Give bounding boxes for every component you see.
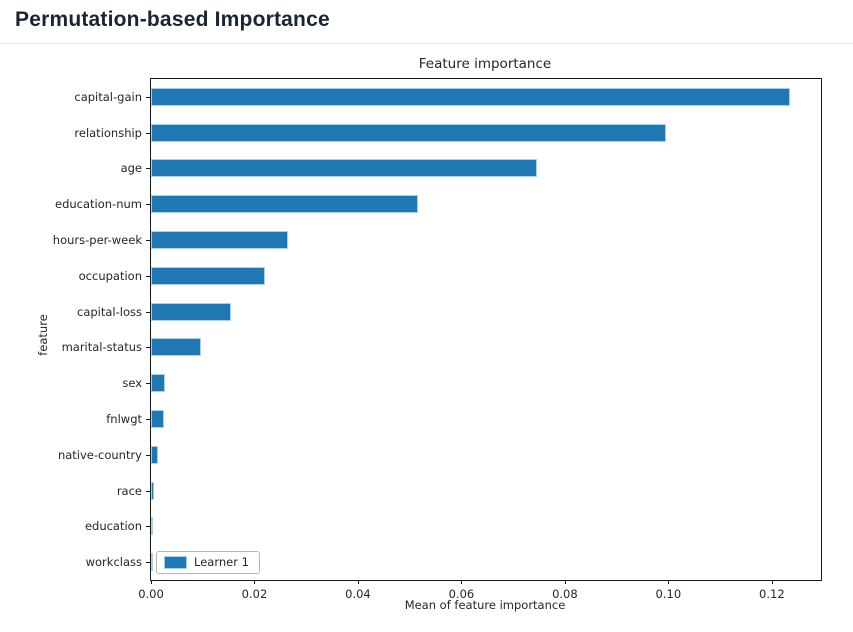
bar-occupation (151, 266, 266, 285)
y-tick-workclass (146, 562, 150, 564)
y-tick-education (146, 526, 150, 528)
bar-hours-per-week (151, 231, 288, 250)
bar-workclass (151, 553, 153, 572)
y-tick-label-age: age (120, 161, 142, 176)
bar-native-country (151, 445, 159, 464)
y-tick-label-workclass: workclass (85, 555, 142, 570)
legend-label: Learner 1 (194, 555, 249, 569)
x-tick-label-0.00: 0.00 (138, 587, 164, 601)
x-tick-label-0.02: 0.02 (241, 587, 268, 601)
bar-relationship (151, 123, 667, 142)
legend: Learner 1 (156, 551, 260, 574)
x-tick-label-0.10: 0.10 (655, 587, 682, 601)
legend-swatch (164, 556, 187, 569)
plot-area: Learner 1 capital-gain relationship age edu… (53, 78, 822, 601)
y-tick-label-capital-gain: capital-gain (74, 89, 142, 104)
x-tick-0.12 (771, 580, 773, 584)
y-tick-native-country (146, 454, 150, 456)
x-tick-label-0.06: 0.06 (448, 587, 475, 601)
header-divider (0, 43, 853, 44)
y-tick-education-num (146, 204, 150, 206)
x-tick-0.08 (564, 580, 566, 584)
y-tick-label-relationship: relationship (74, 125, 142, 140)
y-tick-label-race: race (116, 483, 142, 498)
y-tick-fnlwgt (146, 418, 150, 420)
x-tick-0.00 (151, 580, 152, 584)
x-tick-0.02 (254, 580, 256, 584)
bar-marital-status (151, 338, 202, 357)
bar-education (151, 517, 154, 536)
y-tick-occupation (146, 275, 150, 277)
bar-fnlwgt (151, 409, 164, 428)
x-tick-0.06 (461, 580, 463, 584)
y-tick-label-sex: sex (122, 376, 142, 391)
y-tick-label-native-country: native-country (57, 447, 142, 462)
y-tick-label-fnlwgt: fnlwgt (106, 411, 142, 426)
y-tick-race (146, 490, 150, 492)
x-tick-label-0.12: 0.12 (759, 587, 785, 601)
x-tick-0.10 (668, 580, 670, 584)
y-tick-age (146, 168, 150, 170)
x-tick-label-0.04: 0.04 (345, 587, 371, 601)
x-tick-0.04 (357, 580, 359, 584)
bar-education-num (151, 195, 418, 214)
bar-capital-gain (151, 87, 790, 106)
y-tick-label-capital-loss: capital-loss (77, 304, 142, 319)
y-tick-capital-gain (146, 96, 150, 98)
y-axis-label: feature (35, 314, 50, 356)
bar-sex (151, 374, 165, 393)
y-tick-marital-status (146, 347, 150, 349)
y-tick-label-marital-status: marital-status (61, 340, 142, 355)
y-tick-label-education-num: education-num (55, 197, 142, 212)
y-tick-hours-per-week (146, 240, 150, 242)
y-tick-label-occupation: occupation (78, 268, 142, 283)
page-title: Permutation-based Importance (15, 8, 330, 31)
y-tick-capital-loss (146, 311, 150, 313)
chart-title: Feature importance (418, 56, 552, 72)
bar-race (151, 481, 154, 500)
y-tick-relationship (146, 132, 150, 134)
y-tick-sex (146, 383, 150, 385)
y-tick-label-education: education (84, 519, 142, 534)
y-tick-label-hours-per-week: hours-per-week (52, 233, 142, 248)
bar-age (151, 159, 538, 178)
x-axis-label: Mean of feature importance (404, 598, 566, 612)
x-tick-label-0.08: 0.08 (552, 587, 578, 601)
bar-capital-loss (151, 302, 231, 321)
